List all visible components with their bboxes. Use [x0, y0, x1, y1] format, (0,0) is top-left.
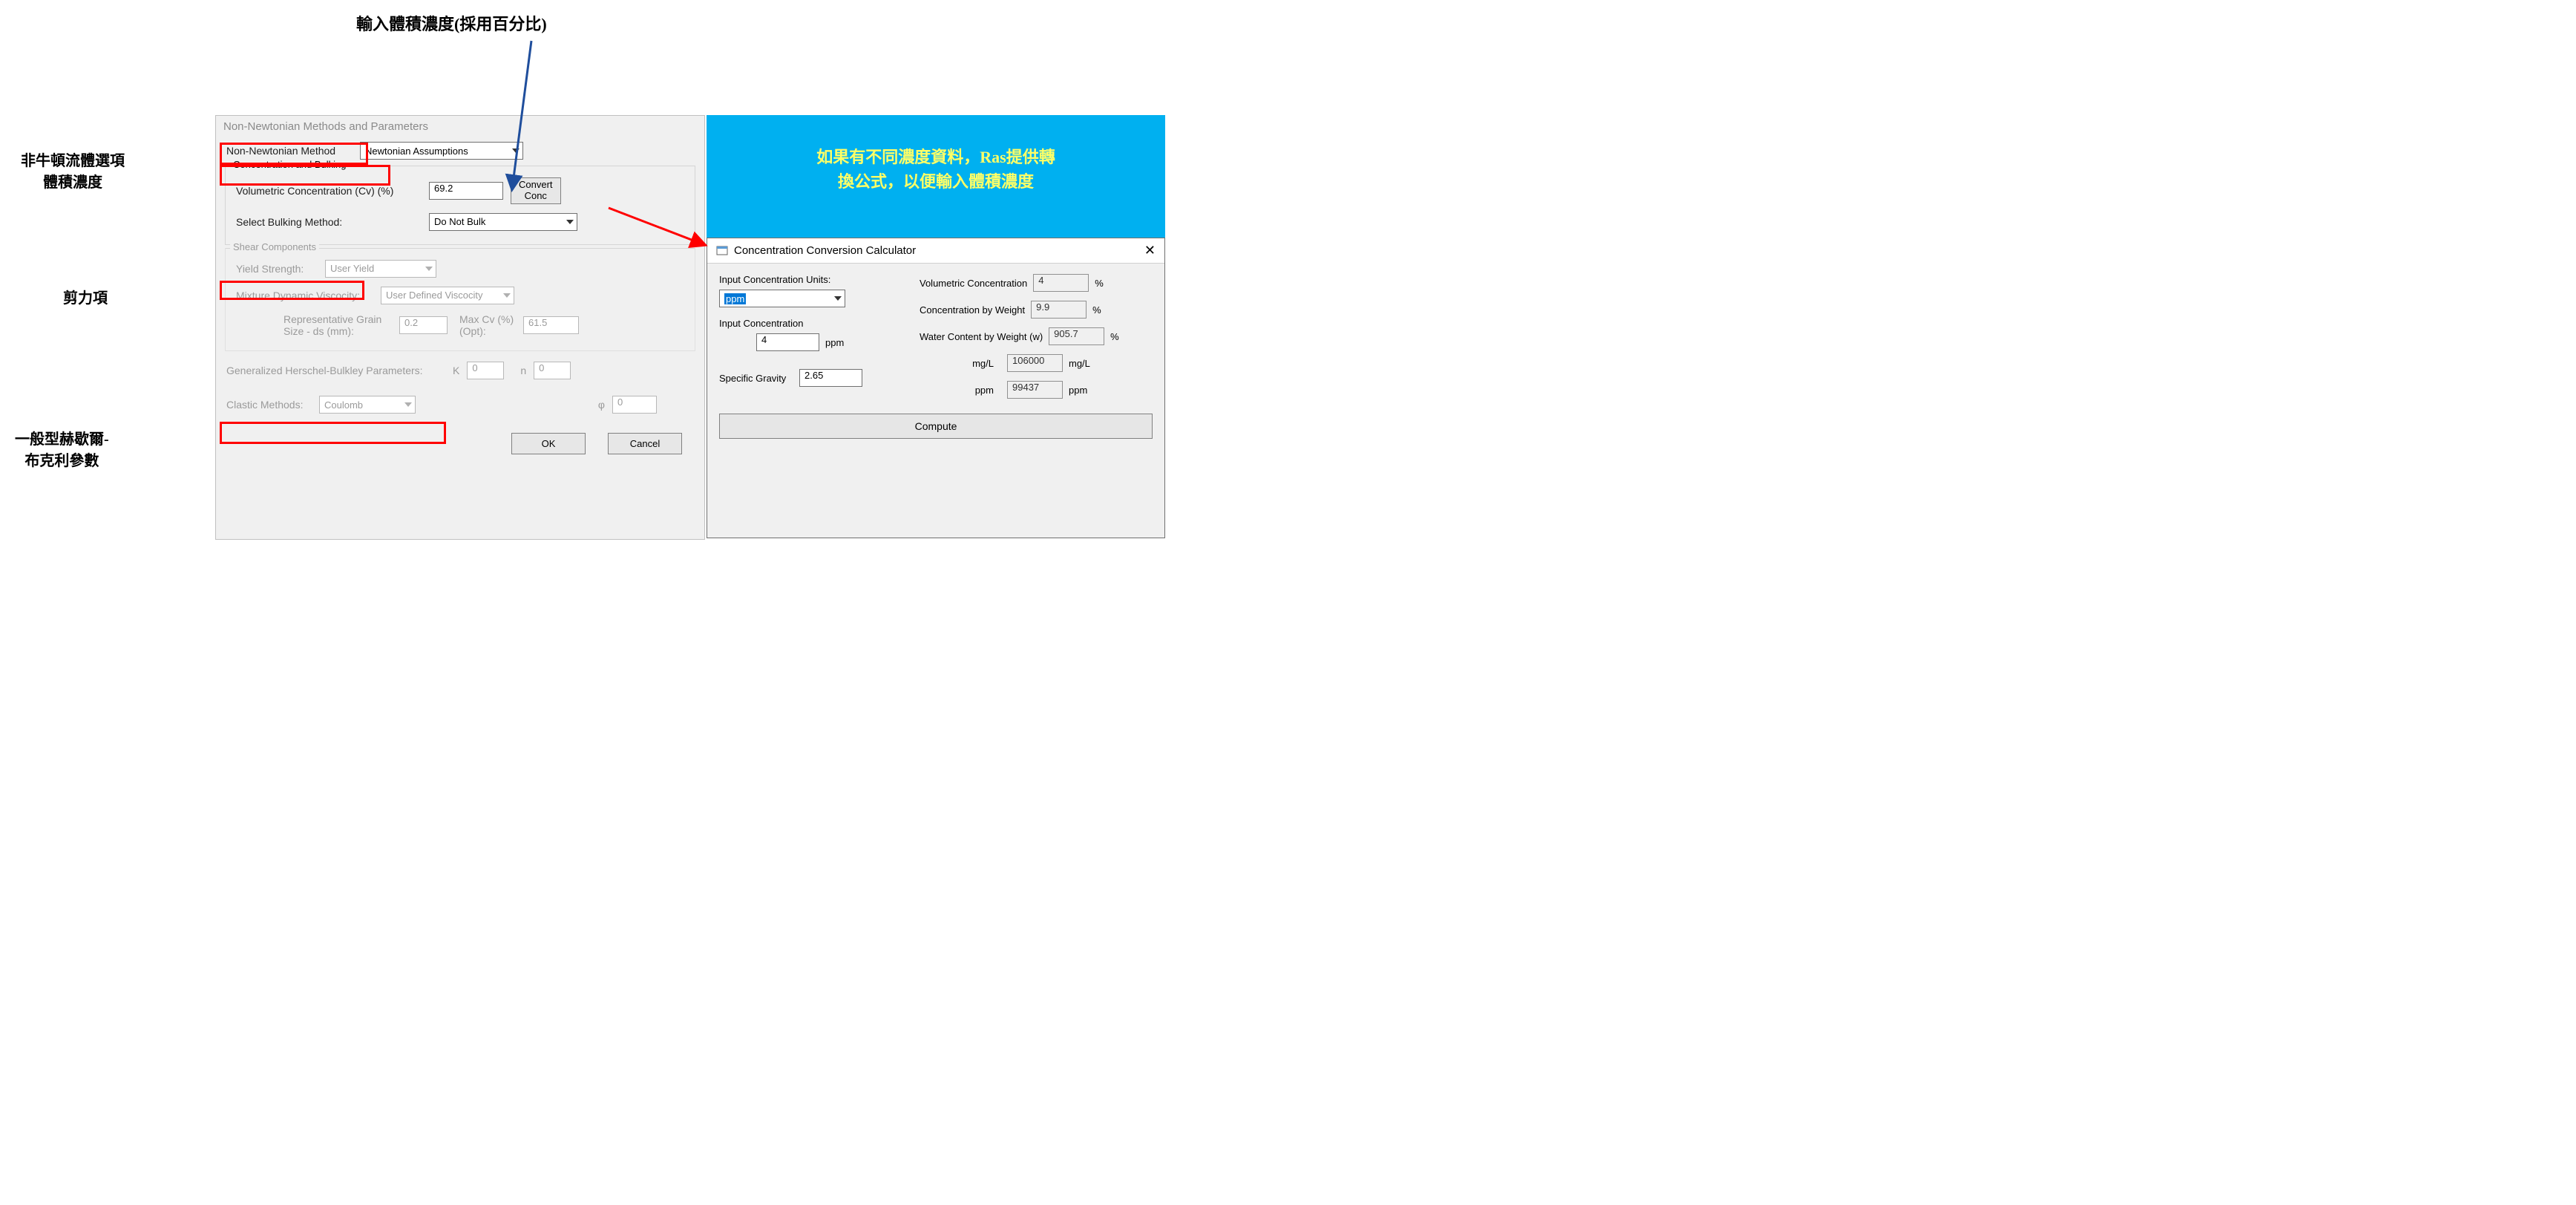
out-ppm-unit: ppm [1069, 385, 1094, 396]
clastic-label: Clastic Methods: [226, 399, 312, 411]
inconc-label: Input Concentration [719, 318, 912, 329]
method-value: Newtonian Assumptions [365, 146, 468, 157]
annotation-top: 輸入體積濃度(採用百分比) [356, 11, 547, 35]
non-newtonian-dialog: Non-Newtonian Methods and Parameters Non… [215, 115, 705, 540]
inconc-input[interactable]: 4 [756, 333, 819, 351]
out-mgl-value: 106000 [1007, 354, 1063, 372]
out-mgl-unit: mg/L [1069, 358, 1094, 369]
ok-button[interactable]: OK [511, 433, 586, 454]
phi-label: φ [598, 399, 605, 411]
volconc-input[interactable]: 69.2 [429, 182, 503, 200]
conversion-calculator-dialog: Concentration Conversion Calculator ✕ In… [707, 238, 1165, 538]
grain-label-2: Size - ds (mm): [284, 325, 395, 337]
out-wc-unit: % [1110, 331, 1135, 342]
method-label: Non-Newtonian Method [226, 145, 353, 157]
chevron-down-icon [834, 296, 842, 301]
clastic-value: Coulomb [324, 399, 363, 411]
n-label: n [520, 365, 526, 376]
maxcv-input: 61.5 [523, 316, 579, 334]
bulking-label: Select Bulking Method: [236, 216, 422, 228]
out-ppm-value: 99437 [1007, 381, 1063, 399]
out-mgl-label: mg/L [920, 358, 1001, 369]
k-label: K [453, 365, 459, 376]
annotation-method: 非牛頓流體選項 體積濃度 [21, 148, 125, 192]
cancel-button[interactable]: Cancel [608, 433, 682, 454]
out-cw-unit: % [1092, 304, 1118, 316]
convert-conc-button[interactable]: Convert Conc [511, 177, 561, 204]
convert-line2: Conc [519, 191, 553, 202]
shear-fieldset: Shear Components Yield Strength: User Yi… [225, 248, 695, 351]
clastic-dropdown: Coulomb [319, 396, 416, 414]
shear-legend: Shear Components [230, 241, 319, 252]
blue-panel-line2: 換公式，以便輸入體積濃度 [707, 169, 1165, 194]
grain-label: Representative Grain Size - ds (mm): [284, 313, 395, 337]
chevron-down-icon [404, 402, 412, 407]
close-button[interactable]: ✕ [1144, 243, 1156, 258]
out-wc-label: Water Content by Weight (w) [920, 331, 1043, 342]
out-volconc-unit: % [1095, 278, 1120, 289]
grain-label-1: Representative Grain [284, 313, 395, 325]
yield-value: User Yield [330, 263, 374, 274]
chevron-down-icon [425, 267, 433, 271]
hb-label: Generalized Herschel-Bulkley Parameters: [226, 365, 445, 376]
visc-value: User Defined Viscocity [386, 290, 483, 301]
dialog2-title: Concentration Conversion Calculator [734, 244, 916, 257]
out-cw-value: 9.9 [1031, 301, 1087, 319]
method-dropdown[interactable]: Newtonian Assumptions [360, 142, 523, 160]
out-wc-value: 905.7 [1049, 327, 1104, 345]
annotation-hb-line2: 布克利參數 [15, 448, 109, 470]
out-ppm-label: ppm [920, 385, 1001, 396]
out-volconc-label: Volumetric Concentration [920, 278, 1027, 289]
compute-button[interactable]: Compute [719, 414, 1153, 439]
sg-label: Specific Gravity [719, 373, 793, 384]
maxcv-label-2: (Opt): [459, 325, 519, 337]
bulking-dropdown[interactable]: Do Not Bulk [429, 213, 577, 231]
visc-label: Mixture Dynamic Viscocity: [236, 290, 373, 301]
bulking-value: Do Not Bulk [434, 216, 485, 227]
maxcv-label: Max Cv (%) (Opt): [459, 313, 519, 337]
annotation-hb-line1: 一般型赫歇爾- [15, 427, 109, 448]
blue-panel-line1: 如果有不同濃度資料，Ras提供轉 [707, 145, 1165, 169]
convert-line1: Convert [519, 180, 553, 191]
grain-input: 0.2 [399, 316, 448, 334]
units-dropdown[interactable]: ppm [719, 290, 845, 307]
dialog2-titlebar: Concentration Conversion Calculator ✕ [707, 238, 1164, 264]
chevron-down-icon [512, 148, 520, 153]
blue-panel-text: 如果有不同濃度資料，Ras提供轉 換公式，以便輸入體積濃度 [707, 145, 1165, 194]
annotation-shear: 剪力項 [63, 286, 108, 307]
maxcv-label-1: Max Cv (%) [459, 313, 519, 325]
out-volconc-value: 4 [1033, 274, 1089, 292]
inconc-unit: ppm [825, 337, 851, 348]
concentration-fieldset: Concentration and Bulking Volumetric Con… [225, 166, 695, 245]
chevron-down-icon [566, 220, 574, 224]
window-icon [716, 245, 728, 257]
annotation-method-line2: 體積濃度 [21, 170, 125, 192]
units-label: Input Concentration Units: [719, 274, 912, 285]
annotation-hb: 一般型赫歇爾- 布克利參數 [15, 427, 109, 470]
out-cw-label: Concentration by Weight [920, 304, 1025, 316]
k-input: 0 [467, 362, 504, 379]
annotation-method-line1: 非牛頓流體選項 [21, 148, 125, 170]
phi-input: 0 [612, 396, 657, 414]
dialog1-title: Non-Newtonian Methods and Parameters [216, 116, 704, 139]
n-input: 0 [534, 362, 571, 379]
visc-dropdown: User Defined Viscocity [381, 287, 514, 304]
chevron-down-icon [503, 293, 511, 298]
yield-label: Yield Strength: [236, 263, 318, 275]
sg-input[interactable]: 2.65 [799, 369, 862, 387]
volconc-label: Volumetric Concentration (Cv) (%) [236, 185, 422, 197]
yield-dropdown: User Yield [325, 260, 436, 278]
concentration-legend: Concentration and Bulking [230, 159, 350, 170]
units-value: ppm [724, 293, 746, 304]
